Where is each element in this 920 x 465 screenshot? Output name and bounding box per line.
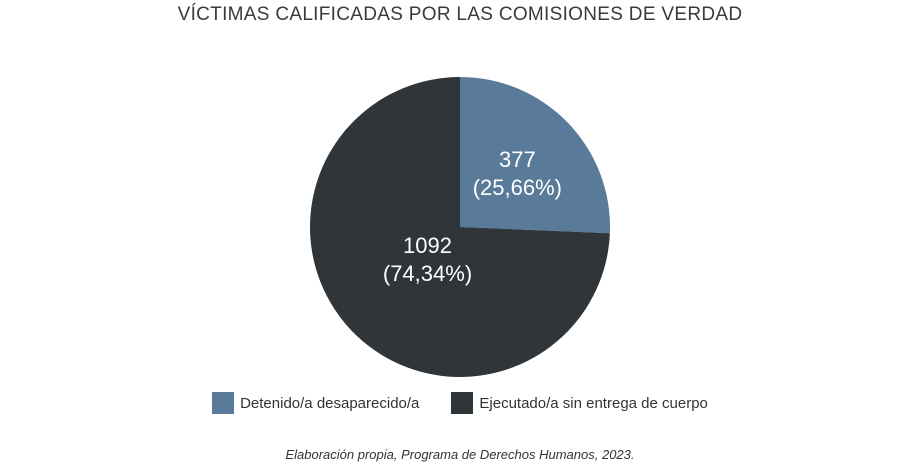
legend-swatch-ejecutado xyxy=(451,392,474,414)
legend-item-detenido: Detenido/a desaparecido/a xyxy=(212,392,419,414)
slice-value-label-ejecutado: 1092 xyxy=(403,233,452,258)
legend: Detenido/a desaparecido/a Ejecutado/a si… xyxy=(0,392,920,414)
legend-swatch-detenido xyxy=(212,392,235,414)
pie-slice-ejecutado xyxy=(310,77,610,377)
legend-label-ejecutado: Ejecutado/a sin entrega de cuerpo xyxy=(479,394,708,412)
chart-title: VÍCTIMAS CALIFICADAS POR LAS COMISIONES … xyxy=(177,4,743,25)
slice-percent-label-detenido: (25,66%) xyxy=(473,175,562,200)
pie-slice-detenido xyxy=(460,77,610,234)
legend-label-detenido: Detenido/a desaparecido/a xyxy=(240,394,420,412)
pie-chart: 377 (25,66%) 1092 (74,34%) xyxy=(310,77,610,377)
source-note: Elaboración propia, Programa de Derechos… xyxy=(285,447,635,462)
legend-item-ejecutado: Ejecutado/a sin entrega de cuerpo xyxy=(451,392,708,414)
pie-slices xyxy=(310,77,610,377)
pie-labels: 377 (25,66%) 1092 (74,34%) xyxy=(383,147,562,286)
slice-value-label-detenido: 377 xyxy=(499,147,536,172)
slice-percent-label-ejecutado: (74,34%) xyxy=(383,261,472,286)
